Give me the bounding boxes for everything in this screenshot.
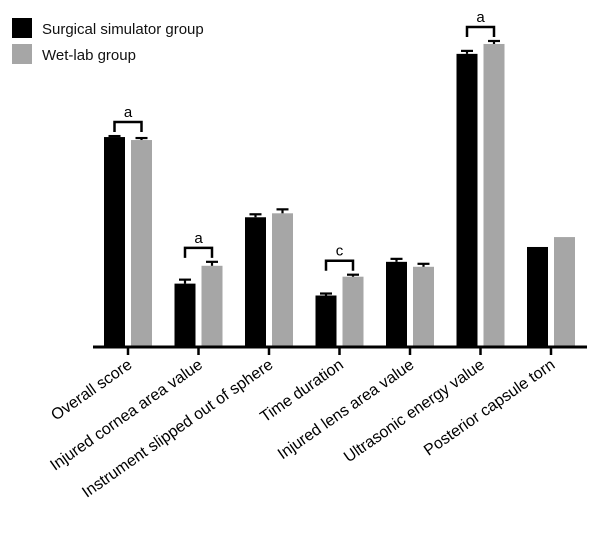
error-bar-wet-lab-5 [488,39,500,44]
bar-wet-lab-2 [272,213,293,347]
bar-surgical-simulator-2 [245,217,266,347]
bar-surgical-simulator-5 [456,53,478,348]
bar-surgical-simulator-0 [104,137,125,347]
bar-surgical-simulator-1 [174,283,196,347]
x-tick-label-4: Injured lens area value [275,356,417,463]
significance-label-3: c [336,243,344,260]
legend-swatch-surgical-simulator [12,18,32,38]
legend-label-wet-lab: Wet-lab group [42,47,136,64]
x-tick-label-5: Ultrasonic energy value [341,356,488,466]
significance-label-1: a [194,230,203,247]
error-bar-surgical-simulator-1 [179,278,191,284]
bar-wet-lab-3 [342,276,364,347]
significance-label-0: a [124,104,133,121]
significance-bracket-3: c [324,243,355,271]
legend: Surgical simulator group Wet-lab group [12,18,204,64]
error-bar-wet-lab-2 [276,208,289,214]
error-bar-surgical-simulator-3 [320,292,332,296]
error-bar-surgical-simulator-2 [249,213,262,218]
error-bar-surgical-simulator-0 [108,134,121,138]
error-bar-wet-lab-4 [417,262,430,267]
significance-bracket-0: a [113,104,143,133]
bar-wet-lab-1 [201,265,223,347]
error-bar-wet-lab-3 [347,273,359,277]
bar-surgical-simulator-4 [386,261,407,347]
bar-wet-lab-4 [413,266,434,347]
legend-label-surgical-simulator: Surgical simulator group [42,21,204,38]
significance-bracket-5: a [465,9,496,37]
significance-bracket-1: a [183,230,214,258]
bar-surgical-simulator-6 [527,246,548,347]
error-bar-wet-lab-1 [206,260,218,266]
bar-surgical-simulator-3 [315,295,337,347]
error-bar-surgical-simulator-4 [390,257,403,262]
bar-wet-lab-0 [131,140,152,347]
error-bar-surgical-simulator-5 [461,49,473,54]
bar-wet-lab-6 [554,237,575,347]
significance-label-5: a [476,9,485,26]
significance-annotations: a a c a [113,9,496,271]
error-bar-wet-lab-0 [135,136,148,141]
legend-swatch-wet-lab [12,44,32,64]
bar-wet-lab-5 [483,43,505,347]
x-tick-label-6: Posterior capsule torn [421,356,558,459]
bars-layer [104,39,575,348]
